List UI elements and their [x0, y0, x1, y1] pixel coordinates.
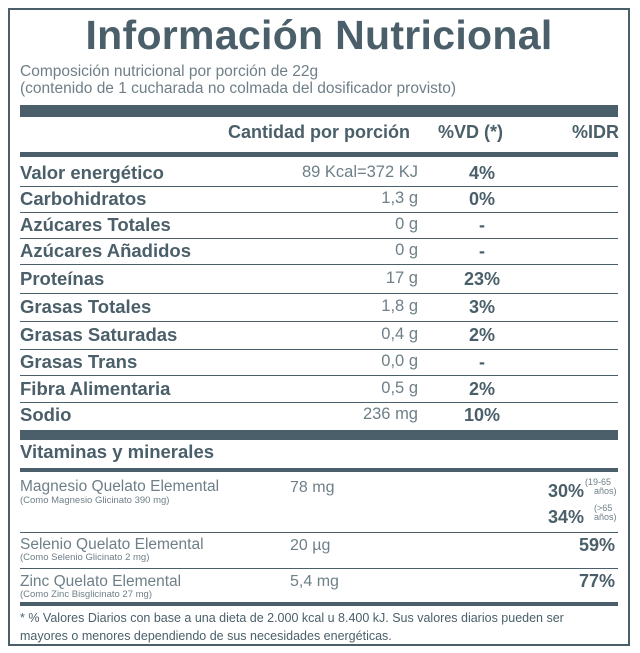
vitamin-idr: 77% — [579, 571, 616, 591]
row-divider — [20, 532, 618, 533]
table-row: Grasas Saturadas 0,4 g 2% — [20, 322, 618, 348]
vitamin-idr: 59% — [579, 535, 616, 555]
vitamin-quantity: 78 mg — [290, 479, 335, 496]
nutrient-vd: 4% — [468, 163, 495, 183]
nutrient-name: Fibra Alimentaria — [20, 378, 171, 399]
nutrient-quantity: 89 Kcal=372 KJ — [301, 163, 418, 181]
header-vd: %VD (*) — [438, 122, 504, 142]
row-divider — [20, 568, 618, 569]
vitamins-header-divider — [20, 468, 618, 472]
vitamin-idr-senior: 34% — [548, 507, 585, 527]
nutrient-vd: 0% — [468, 189, 495, 209]
vitamin-source: (Como Selenio Glicinato 2 mg) — [20, 552, 150, 563]
nutrient-vd: - — [479, 352, 485, 372]
header-quantity: Cantidad por porción — [228, 122, 410, 142]
row-divider — [20, 186, 618, 187]
header-divider-bar — [20, 152, 618, 157]
row-divider — [20, 349, 618, 350]
footnote-divider-bar — [20, 602, 618, 606]
vitamin-idr-adult: 30% — [548, 481, 585, 501]
vitamins-header: Vitaminas y minerales — [20, 441, 215, 462]
header-idr: %IDR — [572, 122, 620, 142]
nutrient-vd: 10% — [463, 405, 501, 425]
footnote-line-2: mayores o menores dependiendo de sus nec… — [20, 629, 392, 643]
vitamin-source: (Como Zinc Bisglicinato 27 mg) — [20, 589, 152, 600]
nutrient-name: Grasas Totales — [20, 296, 152, 317]
nutrient-quantity: 17 g — [385, 269, 418, 287]
nutrient-quantity: 1,8 g — [381, 297, 418, 315]
nutrient-quantity: 0,4 g — [381, 325, 418, 343]
nutrient-quantity: 1,3 g — [381, 189, 418, 207]
nutrient-quantity: 0,0 g — [381, 352, 418, 370]
nutrient-name: Carbohidratos — [20, 188, 147, 209]
age-note-senior-unit: años) — [594, 512, 617, 522]
nutrient-vd: - — [479, 241, 485, 261]
nutrient-vd: 2% — [468, 325, 495, 345]
vitamin-name: Magnesio Quelato Elemental — [20, 478, 220, 495]
nutrient-name: Azúcares Totales — [20, 214, 171, 235]
serving-detail: (contenido de 1 cucharada no colmada del… — [20, 80, 456, 97]
vitamin-quantity: 20 µg — [290, 537, 331, 554]
table-row: Proteínas 17 g 23% — [20, 266, 618, 292]
top-divider-bar — [20, 105, 618, 117]
vitamin-quantity: 5,4 mg — [290, 573, 339, 590]
age-note-adult: (19-65 — [585, 477, 612, 487]
row-divider — [20, 375, 618, 376]
table-row: Azúcares Añadidos 0 g - — [20, 238, 618, 264]
row-divider — [20, 212, 618, 213]
nutrient-name: Sodio — [20, 404, 72, 425]
nutrient-quantity: 0,5 g — [381, 379, 418, 397]
row-divider — [20, 293, 618, 294]
nutrient-vd: - — [479, 215, 485, 235]
table-row: Fibra Alimentaria 0,5 g 2% — [20, 376, 618, 402]
nutrient-name: Grasas Trans — [20, 351, 138, 372]
footnote-line-1: * % Valores Diarios con base a una dieta… — [20, 611, 564, 625]
nutrient-name: Grasas Saturadas — [20, 324, 178, 345]
nutrient-vd: 2% — [468, 379, 495, 399]
table-row: Valor energético 89 Kcal=372 KJ 4% — [20, 160, 618, 186]
table-row: Carbohidratos 1,3 g 0% — [20, 186, 618, 212]
row-divider — [20, 402, 618, 403]
vitamin-name: Zinc Quelato Elemental — [20, 573, 182, 590]
nutrient-name: Proteínas — [20, 268, 105, 289]
nutrient-name: Azúcares Añadidos — [20, 240, 191, 261]
row-divider — [20, 264, 618, 265]
serving-info: Composición nutricional por porción de 2… — [20, 63, 319, 80]
nutrient-quantity: 0 g — [395, 241, 418, 259]
row-divider — [20, 321, 618, 322]
nutrition-label: Información Nutricional Composición nutr… — [8, 8, 630, 646]
nutrient-quantity: 236 mg — [362, 405, 418, 423]
table-row: Grasas Trans 0,0 g - — [20, 349, 618, 375]
vitamins-divider-bar — [20, 430, 618, 440]
age-note-adult-unit: años) — [594, 486, 617, 496]
nutrient-name: Valor energético — [20, 162, 164, 183]
label-title: Información Nutricional — [85, 12, 553, 58]
table-row: Grasas Totales 1,8 g 3% — [20, 294, 618, 320]
nutrient-quantity: 0 g — [395, 215, 418, 233]
nutrient-vd: 3% — [468, 297, 495, 317]
table-row: Azúcares Totales 0 g - — [20, 212, 618, 238]
age-note-senior: (>65 — [594, 503, 613, 513]
row-divider — [20, 238, 618, 239]
vitamin-source: (Como Magnesio Glicinato 390 mg) — [20, 495, 170, 506]
table-row: Sodio 236 mg 10% — [20, 402, 618, 428]
vitamin-name: Selenio Quelato Elemental — [20, 536, 204, 553]
nutrient-vd: 23% — [463, 269, 501, 289]
